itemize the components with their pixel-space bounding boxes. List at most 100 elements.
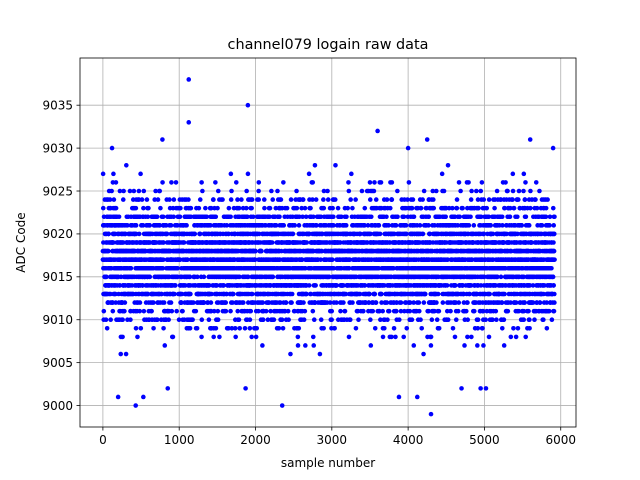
data-point bbox=[285, 308, 291, 314]
data-point bbox=[380, 308, 386, 314]
data-point bbox=[181, 240, 187, 245]
data-point bbox=[278, 197, 284, 202]
data-point bbox=[199, 334, 204, 340]
data-point bbox=[152, 197, 158, 202]
data-point bbox=[296, 223, 302, 228]
data-point bbox=[122, 300, 128, 305]
data-point bbox=[407, 308, 413, 314]
data-point bbox=[161, 240, 166, 245]
data-point bbox=[123, 351, 129, 357]
data-point bbox=[389, 180, 395, 185]
data-point bbox=[313, 197, 319, 202]
data-point bbox=[367, 291, 372, 297]
data-point bbox=[469, 188, 474, 194]
data-point bbox=[147, 274, 153, 280]
data-point bbox=[372, 326, 378, 331]
data-point bbox=[318, 317, 324, 323]
data-point bbox=[256, 197, 262, 202]
data-point bbox=[170, 334, 176, 340]
data-point bbox=[460, 205, 465, 211]
data-point bbox=[294, 188, 299, 194]
data-point bbox=[310, 334, 316, 340]
data-point bbox=[168, 300, 174, 305]
data-point bbox=[292, 223, 298, 228]
data-point bbox=[157, 188, 163, 194]
data-point bbox=[191, 300, 196, 305]
data-point bbox=[133, 223, 139, 228]
data-point bbox=[434, 300, 439, 305]
data-point bbox=[241, 300, 246, 305]
data-point bbox=[370, 308, 376, 314]
data-point bbox=[121, 188, 126, 194]
data-point bbox=[250, 214, 256, 220]
data-point bbox=[197, 197, 203, 202]
data-point bbox=[103, 317, 109, 323]
data-point bbox=[260, 317, 266, 323]
data-point bbox=[300, 197, 306, 202]
data-point bbox=[164, 231, 170, 237]
data-point bbox=[450, 326, 456, 331]
data-point bbox=[443, 214, 448, 220]
data-point bbox=[478, 188, 484, 194]
data-point bbox=[223, 300, 229, 305]
data-point bbox=[350, 205, 355, 211]
data-point bbox=[180, 308, 185, 314]
data-point bbox=[107, 197, 113, 202]
data-point bbox=[249, 291, 255, 297]
data-point bbox=[111, 197, 117, 202]
data-point bbox=[153, 188, 158, 194]
data-point bbox=[306, 283, 312, 288]
data-point bbox=[256, 188, 261, 194]
data-point bbox=[474, 188, 479, 194]
data-point bbox=[247, 317, 253, 323]
data-point bbox=[403, 223, 409, 228]
data-point bbox=[204, 214, 210, 220]
data-point bbox=[453, 317, 459, 323]
data-point bbox=[389, 334, 394, 340]
data-point bbox=[301, 317, 307, 323]
data-point bbox=[471, 223, 477, 228]
data-point bbox=[428, 334, 434, 340]
data-point bbox=[359, 188, 365, 194]
data-point bbox=[429, 317, 435, 323]
data-point bbox=[131, 188, 137, 194]
data-point bbox=[346, 188, 352, 194]
data-point bbox=[395, 188, 400, 194]
data-point bbox=[431, 205, 437, 211]
data-point bbox=[228, 214, 233, 220]
data-point bbox=[188, 205, 194, 211]
data-point bbox=[409, 205, 415, 211]
data-point bbox=[233, 180, 239, 185]
data-point bbox=[373, 300, 379, 305]
data-point bbox=[468, 214, 473, 220]
data-point bbox=[476, 205, 481, 211]
data-point bbox=[389, 197, 395, 202]
data-point bbox=[380, 334, 386, 340]
data-point bbox=[239, 197, 244, 202]
data-points bbox=[100, 77, 557, 417]
data-point bbox=[171, 214, 176, 220]
data-point bbox=[421, 188, 427, 194]
data-point bbox=[161, 300, 167, 305]
data-point bbox=[382, 326, 387, 331]
data-point bbox=[367, 197, 373, 202]
data-point bbox=[157, 223, 162, 228]
data-point bbox=[275, 188, 280, 194]
data-point bbox=[426, 223, 431, 228]
data-point bbox=[136, 231, 142, 237]
data-point bbox=[329, 317, 334, 323]
data-point bbox=[385, 317, 390, 323]
data-point bbox=[362, 205, 368, 211]
data-point bbox=[290, 231, 296, 237]
data-point bbox=[368, 343, 374, 348]
data-point bbox=[281, 180, 286, 185]
data-point bbox=[431, 197, 436, 202]
data-point bbox=[377, 231, 383, 237]
data-point bbox=[118, 351, 124, 357]
data-point bbox=[133, 205, 139, 211]
data-point bbox=[111, 171, 116, 177]
data-point bbox=[144, 197, 150, 202]
data-point bbox=[280, 326, 286, 331]
data-point bbox=[321, 197, 326, 202]
data-point bbox=[201, 274, 207, 280]
